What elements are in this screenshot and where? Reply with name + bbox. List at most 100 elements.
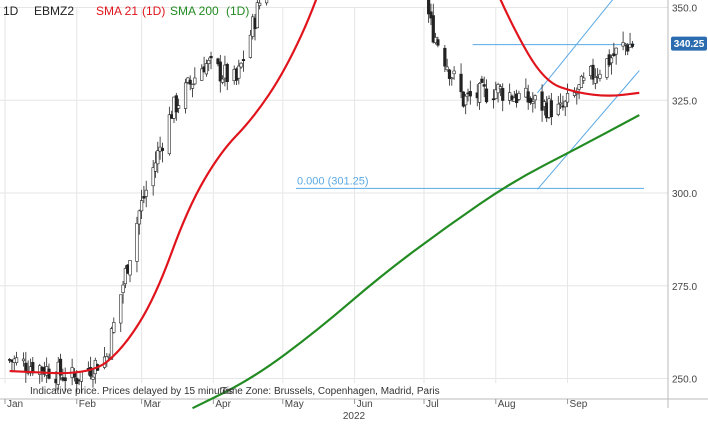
candle-body: [89, 367, 93, 377]
candle-body: [79, 371, 83, 382]
candle-body: [209, 55, 213, 59]
candle-body: [565, 93, 570, 103]
x-tick-label: Aug: [498, 399, 516, 410]
candle-body: [241, 59, 246, 62]
sma21-line[interactable]: [9, 0, 640, 375]
candle-body: [491, 98, 496, 101]
sma200-line[interactable]: [192, 114, 640, 410]
candle-body: [480, 78, 484, 83]
x-tick-label: Jul: [426, 399, 439, 410]
candle-body: [429, 11, 433, 19]
candle-body: [121, 284, 125, 293]
candle-body: [142, 196, 146, 199]
x-tick-label: Sep: [570, 399, 588, 410]
candle-body: [459, 73, 463, 93]
channel-line: [537, 0, 614, 94]
channel-line: [537, 70, 640, 190]
candle-body: [468, 91, 472, 97]
candle-body: [477, 83, 482, 103]
candle-body: [531, 101, 535, 104]
sma21-legend-interval: (1D): [142, 4, 165, 18]
y-tick-label: 300.0: [672, 189, 697, 200]
symbol-label[interactable]: EBMZ2: [34, 4, 74, 18]
candle-body: [112, 321, 116, 333]
candle-body: [258, 2, 262, 7]
candle-body: [563, 100, 567, 108]
candle-body: [119, 294, 123, 324]
candle-body: [58, 358, 63, 376]
candle-body: [498, 86, 503, 90]
candle-body: [447, 69, 452, 79]
candle-body: [614, 47, 618, 55]
candle-body: [218, 61, 222, 82]
candle-body: [528, 98, 533, 104]
candle-body: [177, 105, 181, 109]
x-year-label: 2022: [343, 411, 366, 422]
candle-body: [135, 223, 139, 262]
x-tick-label: Jun: [357, 399, 373, 410]
candle-body: [626, 45, 630, 52]
candle-body: [549, 100, 553, 118]
candle-body: [248, 34, 252, 58]
x-tick-label: Apr: [215, 399, 231, 410]
candle-body: [579, 75, 584, 88]
candle-body: [63, 377, 67, 382]
candle-body: [153, 162, 158, 172]
candle-body: [556, 103, 560, 115]
candle-body: [436, 39, 440, 46]
candle-body: [526, 91, 530, 103]
x-tick-label: May: [285, 399, 304, 410]
candle-body: [431, 15, 435, 43]
y-tick-label: 325.0: [672, 96, 697, 107]
candle-body: [482, 84, 486, 87]
x-tick-label: Jan: [7, 399, 23, 410]
candle-body: [575, 92, 579, 95]
fibonacci-levels: 1.000 (437.50)0.618 (385.45)0.500 (369.3…: [296, 175, 644, 189]
candle-body: [517, 93, 521, 100]
x-tick-label: Feb: [79, 399, 97, 410]
last-price-badge: 340.25: [671, 36, 707, 51]
candle-body: [193, 77, 197, 85]
candle-body: [533, 95, 537, 101]
y-tick-label: 275.0: [672, 282, 697, 293]
x-tick-label: Mar: [144, 399, 162, 410]
candle-body: [450, 77, 454, 80]
delay-disclaimer: Indicative price. Prices delayed by 15 m…: [30, 386, 233, 397]
candle-body: [609, 57, 614, 64]
trend-channel: [472, 0, 640, 190]
candle-body: [190, 84, 195, 89]
candle-body: [128, 260, 132, 276]
grid: [0, 0, 708, 408]
candle-body: [445, 66, 449, 71]
candle-body: [156, 150, 160, 165]
moving-averages: [9, 0, 640, 410]
candle-body: [139, 200, 144, 212]
candle-body: [264, 0, 269, 4]
fib-level-label: 0.000 (301.25): [297, 175, 369, 187]
candle-body: [24, 362, 28, 372]
candle-body: [605, 58, 609, 78]
interval-label[interactable]: 1D: [3, 4, 19, 18]
sma21-legend-name[interactable]: SMA 21: [96, 4, 138, 18]
candle-body: [237, 65, 241, 79]
candle-body: [174, 95, 178, 113]
candle-body: [452, 70, 456, 75]
sma200-legend-name[interactable]: SMA 200: [170, 4, 219, 18]
sma200-legend-interval: (1D): [226, 4, 249, 18]
candle-body: [255, 2, 259, 29]
candle-body: [630, 43, 634, 47]
candle-body: [21, 358, 26, 362]
candle-body: [540, 91, 544, 111]
candle-body: [623, 43, 628, 46]
candle-body: [598, 73, 602, 79]
candle-body: [91, 376, 95, 380]
candle-body: [593, 77, 597, 84]
candle-body: [221, 78, 225, 83]
candle-body: [123, 268, 127, 285]
candle-body: [183, 82, 188, 109]
candle-body: [151, 167, 155, 187]
y-tick-label: 350.0: [672, 4, 697, 15]
